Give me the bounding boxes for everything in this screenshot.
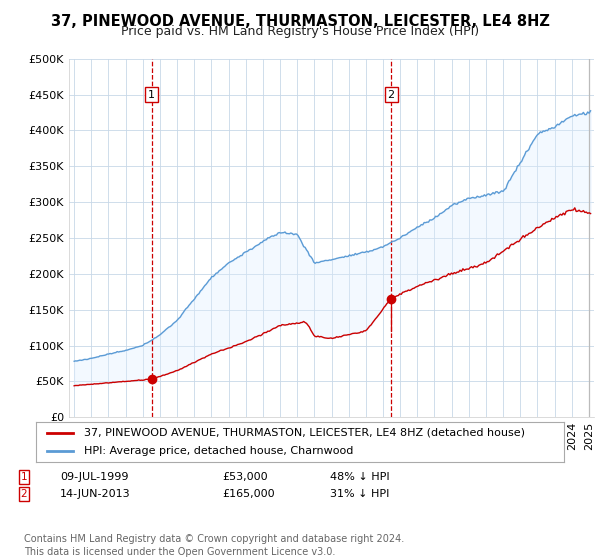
Text: 31% ↓ HPI: 31% ↓ HPI [330,489,389,499]
Text: 14-JUN-2013: 14-JUN-2013 [60,489,131,499]
Text: 48% ↓ HPI: 48% ↓ HPI [330,472,389,482]
Text: 09-JUL-1999: 09-JUL-1999 [60,472,128,482]
Text: 2: 2 [20,489,28,499]
Text: Contains HM Land Registry data © Crown copyright and database right 2024.
This d: Contains HM Land Registry data © Crown c… [24,534,404,557]
Text: 1: 1 [148,90,155,100]
Text: 37, PINEWOOD AVENUE, THURMASTON, LEICESTER, LE4 8HZ (detached house): 37, PINEWOOD AVENUE, THURMASTON, LEICEST… [83,428,524,438]
Text: 37, PINEWOOD AVENUE, THURMASTON, LEICESTER, LE4 8HZ: 37, PINEWOOD AVENUE, THURMASTON, LEICEST… [50,14,550,29]
Text: £53,000: £53,000 [222,472,268,482]
Text: 2: 2 [388,90,395,100]
Text: HPI: Average price, detached house, Charnwood: HPI: Average price, detached house, Char… [83,446,353,456]
Text: Price paid vs. HM Land Registry's House Price Index (HPI): Price paid vs. HM Land Registry's House … [121,25,479,38]
Text: 1: 1 [20,472,28,482]
Text: £165,000: £165,000 [222,489,275,499]
